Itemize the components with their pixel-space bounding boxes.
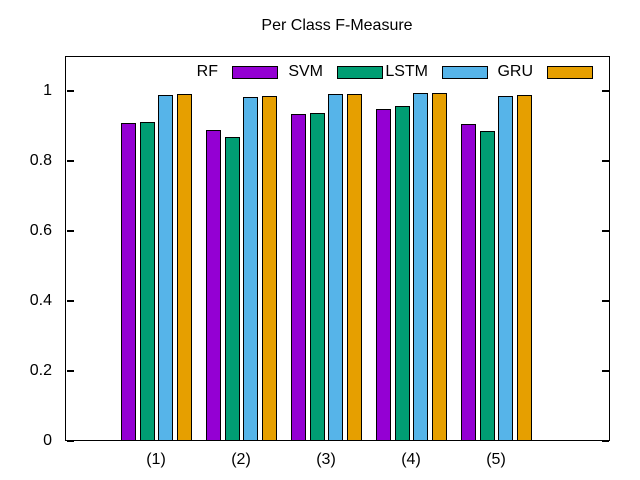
y-tick-mark [66,230,74,232]
x-category-label: (5) [486,451,506,468]
bar [479,130,495,441]
y-tick-label: 0.4 [29,292,52,309]
legend-label: LSTM [385,63,428,80]
y-tick-label: 0 [43,432,52,449]
bar [291,114,306,441]
y-tick-mark [601,300,609,302]
y-tick-mark [66,300,74,302]
y-tick-label: 1 [43,82,52,99]
legend: RF SVM LSTM GRU [173,64,593,80]
bar [394,106,410,441]
legend-item: RF [173,64,278,80]
legend-item: LSTM [383,64,488,80]
y-tick-label: 0.2 [29,362,52,379]
y-tick-mark [66,90,74,92]
y-tick-label: 0.6 [29,222,52,239]
bar [516,95,532,441]
legend-swatch [232,65,278,79]
x-category-label: (1) [146,451,166,468]
bar [224,136,240,441]
y-tick-mark [601,230,609,232]
bar [413,93,428,441]
legend-swatch [442,65,488,79]
x-category-label: (3) [316,451,336,468]
bar [346,94,362,441]
bar [309,112,325,441]
bar [139,121,155,441]
legend-item: GRU [488,64,593,80]
legend-swatch [337,65,383,79]
legend-item: SVM [278,64,383,80]
bar [461,124,476,441]
bar [328,94,343,441]
bar [176,94,192,441]
legend-label: SVM [288,63,323,80]
legend-label: RF [196,63,218,80]
y-tick-mark [601,160,609,162]
y-tick-label: 0.8 [29,152,52,169]
y-tick-mark [66,160,74,162]
x-category-label: (4) [401,451,421,468]
y-tick-mark [601,90,609,92]
y-tick-mark [66,370,74,372]
x-category-label: (2) [231,451,251,468]
y-tick-mark [601,370,609,372]
bar [206,129,221,441]
bar [498,95,513,441]
bar [158,94,173,441]
bar [261,96,277,441]
bar [376,108,391,441]
y-tick-mark [66,440,74,442]
bar [431,93,447,441]
bar [121,122,136,441]
y-tick-mark [601,440,609,442]
legend-label: GRU [497,63,533,80]
legend-swatch [547,65,593,79]
bar [243,97,258,441]
chart-title: Per Class F-Measure [261,17,413,34]
